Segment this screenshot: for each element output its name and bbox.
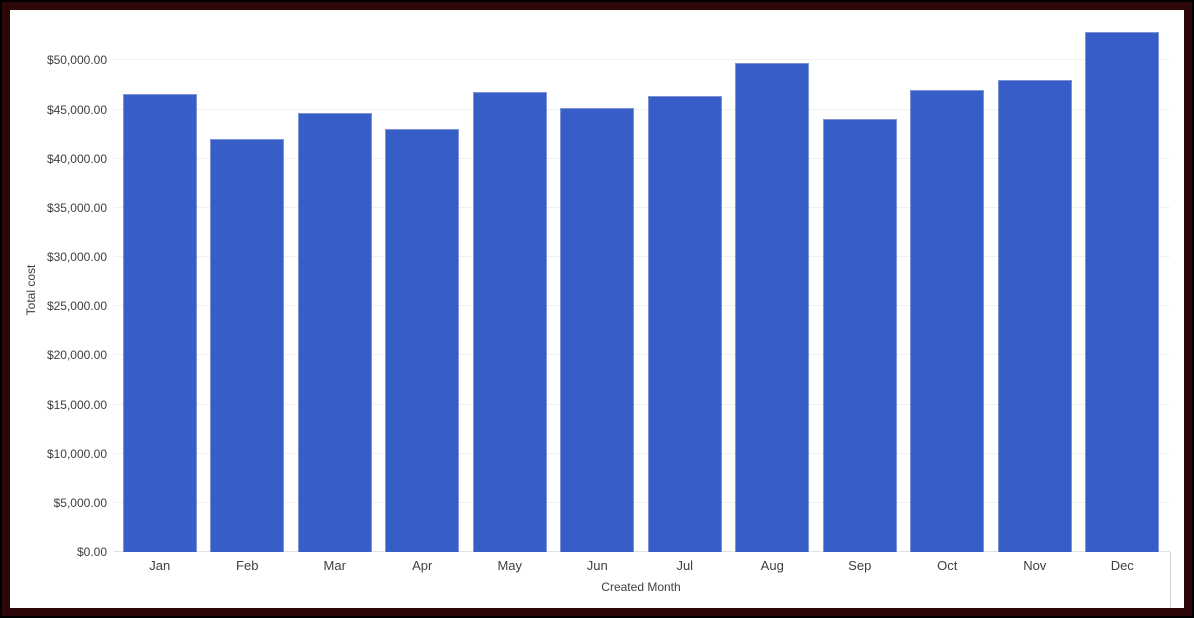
x-tick-label: May [497,558,523,573]
bar-dec[interactable] [1085,31,1160,552]
x-tick-label: Mar [323,558,346,573]
y-tick-label: $50,000.00 [46,53,107,68]
x-tick-label: Jan [149,558,171,573]
x-tick-label: Jul [676,558,694,573]
x-axis-title: Created Month [601,580,681,594]
y-axis-tick-labels: $0.00 $5,000.00 $10,000.00 $15,000.00 $20,00… [10,10,116,559]
gridline [114,108,1170,110]
y-tick-label: $0.00 [76,545,107,559]
x-tick-label: Jun [586,558,608,573]
bar-slot [904,10,992,552]
y-tick-label: $20,000.00 [46,348,107,363]
bar-slot [554,10,642,552]
bar-may[interactable] [472,91,547,552]
bar-mar[interactable] [297,112,372,552]
bar-slot [291,10,379,552]
bar-slot [1079,10,1167,552]
bar-slot [116,10,204,552]
bar-slot [641,10,729,552]
x-tick-label: Sep [848,558,872,573]
plot-area [114,10,1170,552]
y-tick-label: $5,000.00 [53,495,107,510]
bar-slot [466,10,554,552]
bar-jun[interactable] [560,107,635,552]
bar-slot [816,10,904,552]
bar-slot [991,10,1079,552]
gridline [114,305,1170,307]
x-tick-label: Aug [760,558,784,573]
bar-jan[interactable] [122,93,197,552]
bar-slot [204,10,292,552]
gridline [114,354,1170,356]
gridline [114,403,1170,405]
gridline [114,59,1170,61]
panel-edge-line [1170,552,1171,608]
gridline [114,452,1170,454]
x-axis-tick-labels: Jan Feb Mar Apr May Jun Jul Aug Sep Oct Nov Dec [116,558,1166,573]
bar-jul[interactable] [647,95,722,552]
y-tick-label: $35,000.00 [46,200,107,215]
gridline [114,256,1170,258]
bar-apr[interactable] [385,129,460,552]
y-tick-label: $10,000.00 [46,446,107,461]
y-tick-label: $15,000.00 [46,397,107,412]
bar-oct[interactable] [910,89,985,552]
y-tick-label: $40,000.00 [46,151,107,166]
bar-feb[interactable] [210,139,285,552]
gridline [114,206,1170,208]
gridline [114,157,1170,159]
x-tick-label: Nov [1023,558,1047,573]
gridline [114,501,1170,503]
x-tick-label: Dec [1110,558,1134,573]
x-tick-label: Feb [236,558,259,573]
bar-sep[interactable] [822,119,897,552]
bar-aug[interactable] [735,63,810,552]
x-tick-label: Apr [412,558,433,573]
bar-series [116,10,1166,552]
bar-slot [379,10,467,552]
bar-slot [729,10,817,552]
gridline [114,551,1170,552]
bar-nov[interactable] [997,80,1072,552]
y-tick-label: $30,000.00 [46,250,107,265]
y-tick-label: $25,000.00 [46,299,107,314]
x-tick-label: Oct [937,558,958,573]
y-tick-label: $45,000.00 [46,102,107,117]
